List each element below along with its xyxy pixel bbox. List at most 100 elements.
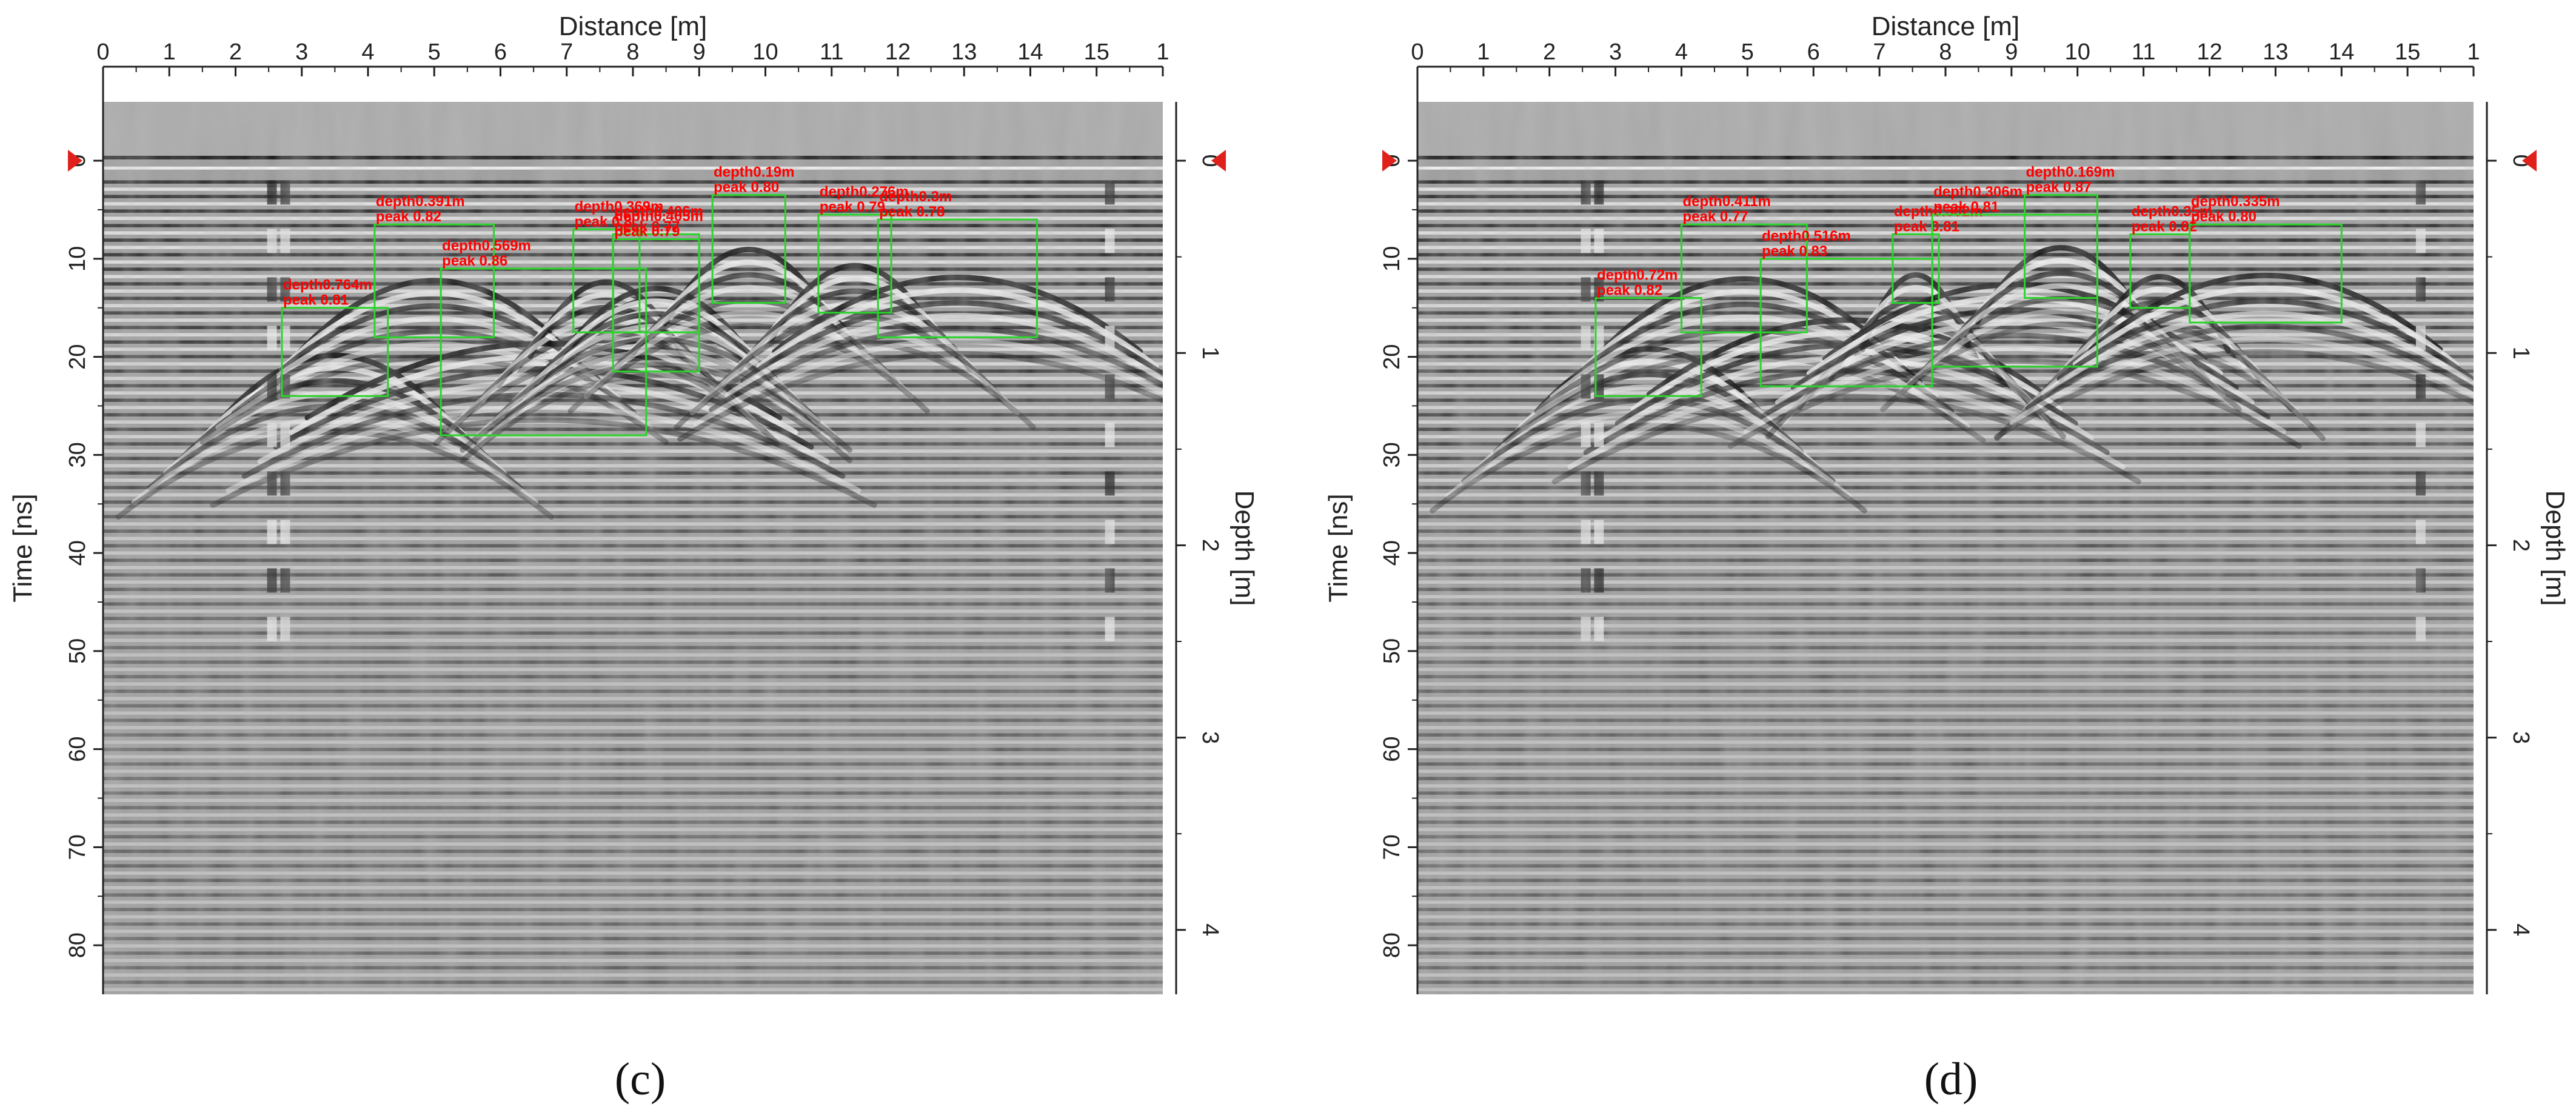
depth-tick-label: 1: [1197, 347, 1223, 360]
y-tick-label: 30: [65, 442, 90, 467]
detection-depth-label: depth0.369m: [575, 198, 664, 215]
x-tick-label: 12: [2196, 39, 2222, 65]
x-tick-label: 1: [163, 39, 176, 65]
detection-depth-label: depth0.391m: [376, 193, 465, 210]
detection-score-label: peak 0.80: [2191, 209, 2257, 225]
x-tick-label: 1: [2467, 39, 2480, 65]
detection-depth-label: depth0.169m: [2026, 164, 2115, 181]
y-tick-label: 10: [1379, 246, 1405, 272]
x-axis-title: Distance [m]: [1872, 12, 2020, 41]
detection-score-label: peak 0.87: [2026, 179, 2092, 196]
detection-score-label: peak 0.81: [1933, 199, 1999, 215]
x-tick-label: 6: [1807, 39, 1820, 65]
x-tick-label: 3: [295, 39, 308, 65]
y-axis-title: Time [ns]: [1323, 494, 1353, 602]
x-tick-label: 11: [820, 39, 843, 65]
y-tick-label: 60: [65, 736, 90, 762]
detection-score-label: peak 0.83: [1762, 243, 1827, 259]
depth-tick-label: 2: [2508, 539, 2534, 552]
x-tick-label: 12: [885, 39, 911, 65]
depth-tick-label: 3: [2508, 731, 2534, 744]
depth-axis-title: Depth [m]: [1229, 490, 1259, 606]
detection-score-label: peak 0.81: [283, 292, 349, 309]
depth-tick-label: 2: [1197, 539, 1223, 552]
detection-depth-label: depth0.569m: [442, 238, 531, 254]
surface-marker-left: [68, 150, 82, 172]
x-tick-label: 13: [951, 39, 977, 65]
depth-tick-label: 3: [1197, 731, 1223, 744]
detection-box: [817, 213, 892, 314]
detection-depth-label: depth0.516m: [1762, 228, 1851, 244]
x-tick-label: 1: [1156, 39, 1169, 65]
x-tick-label: 15: [2395, 39, 2420, 65]
detection-score-label: peak 0.79: [820, 199, 885, 215]
y-tick-label: 80: [65, 932, 90, 958]
x-tick-label: 0: [96, 39, 109, 65]
detection-score-label: peak 0.82: [376, 209, 441, 225]
y-tick-label: 80: [1379, 932, 1405, 958]
x-tick-label: 6: [494, 39, 507, 65]
depth-axis-title: Depth [m]: [2540, 490, 2570, 606]
detection-depth-label: depth0.335m: [2191, 193, 2280, 210]
detection-box: [2189, 223, 2343, 324]
detection-depth-label: depth0.35m: [2132, 203, 2212, 219]
detection-score-label: peak 0.82: [2132, 218, 2197, 235]
detection-depth-label: depth0.19m: [714, 164, 794, 181]
y-tick-label: 20: [65, 344, 90, 369]
x-tick-label: 8: [626, 39, 639, 65]
x-tick-label: 15: [1084, 39, 1109, 65]
radargram-noise: [1417, 102, 2474, 994]
detection-depth-label: depth0.302m: [1894, 203, 1983, 219]
x-tick-label: 4: [1675, 39, 1688, 65]
surface-marker-left: [1382, 150, 1397, 172]
y-tick-label: 10: [65, 246, 90, 272]
radargram-image: [1417, 102, 2474, 994]
x-tick-label: 2: [229, 39, 242, 65]
x-tick-label: 5: [1741, 39, 1754, 65]
surface-marker-right: [1211, 150, 1226, 172]
depth-tick-label: 4: [1197, 923, 1223, 936]
detection-box: [1594, 297, 1702, 397]
detection-depth-label: depth0.72m: [1597, 267, 1678, 284]
detection-box: [373, 223, 495, 338]
detection-depth-label: depth0.764m: [283, 277, 372, 293]
detection-depth-label: depth0.3m: [879, 189, 952, 205]
detection-box: [2024, 194, 2098, 300]
detection-score-label: peak 0.86: [442, 253, 507, 269]
x-tick-label: 1: [1477, 39, 1490, 65]
reflection-bands: [1417, 102, 2474, 994]
reflection-bands: [103, 102, 1163, 994]
panel-d-caption: (d): [1924, 1054, 1978, 1105]
depth-tick-label: 4: [2508, 923, 2534, 936]
detection-box: [1681, 223, 1808, 333]
x-tick-label: 11: [2132, 39, 2155, 65]
x-tick-label: 5: [428, 39, 441, 65]
y-tick-label: 50: [65, 638, 90, 664]
surface-marker-right: [2522, 150, 2537, 172]
detection-box: [572, 228, 641, 333]
x-tick-label: 14: [1017, 39, 1043, 65]
detection-box: [440, 267, 647, 437]
detection-score-label: peak 0.82: [1597, 283, 1662, 299]
detection-score-label: peak 0.77: [1683, 209, 1748, 225]
y-tick-label: 20: [1379, 344, 1405, 369]
x-tick-label: 9: [2005, 39, 2018, 65]
radargram-image: [103, 102, 1163, 994]
detection-score-label: peak 0.78: [879, 204, 945, 220]
x-tick-label: 9: [693, 39, 706, 65]
x-tick-label: 3: [1609, 39, 1622, 65]
detection-score-label: peak 0.80: [714, 179, 779, 196]
y-axis-title: Time [ns]: [8, 494, 38, 602]
x-tick-label: 13: [2263, 39, 2288, 65]
detection-box: [711, 194, 786, 304]
x-tick-label: 10: [2065, 39, 2090, 65]
y-tick-label: 70: [65, 834, 90, 860]
x-tick-label: 4: [361, 39, 374, 65]
x-tick-label: 2: [1543, 39, 1556, 65]
x-tick-label: 7: [560, 39, 573, 65]
detection-depth-label: depth0.276m: [820, 184, 909, 200]
detection-depth-label: depth0.411m: [1683, 193, 1771, 210]
